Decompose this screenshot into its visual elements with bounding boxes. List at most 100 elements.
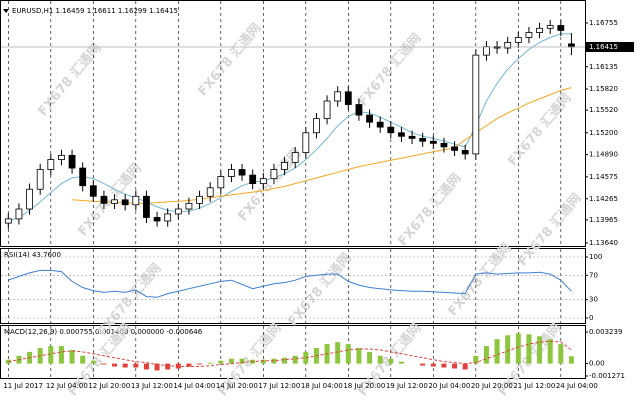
candle-body: [111, 199, 118, 204]
candle-body: [440, 142, 448, 148]
candle-body: [206, 187, 214, 197]
x-tick-label: 14 Jul 20:00: [216, 382, 258, 390]
watermark: FX678 汇通网: [35, 40, 105, 119]
candle-body: [68, 154, 76, 169]
macd-bar: [58, 346, 64, 364]
current-price-box: [586, 42, 634, 52]
macd-bar: [80, 355, 86, 364]
y-tick-label: 30: [589, 296, 598, 304]
macd-bar: [239, 358, 245, 364]
candle-body: [504, 42, 512, 49]
macd-bar: [441, 363, 447, 368]
candle-body: [153, 217, 161, 222]
macd-bar: [494, 339, 500, 364]
macd-panel: [0, 325, 586, 379]
candle-body: [185, 202, 193, 210]
macd-bar: [515, 333, 521, 364]
candle-body: [536, 27, 543, 33]
y-tick-label: 1.14265: [589, 195, 618, 203]
candle-body: [4, 218, 12, 224]
x-tick-label: 17 Jul 12:00: [258, 382, 300, 390]
macd-bar: [154, 363, 160, 371]
signal-line: [8, 340, 572, 367]
macd-bar: [505, 335, 511, 364]
x-tick-label: 12 Jul 04:00: [46, 382, 88, 390]
candle-body: [281, 162, 288, 170]
macd-bar: [335, 342, 341, 364]
macd-bar: [292, 355, 298, 364]
macd-bar: [101, 363, 107, 365]
watermark: FX678 汇通网: [195, 20, 265, 99]
candle-body: [451, 146, 458, 151]
y-tick-label: 1.15820: [589, 85, 618, 93]
candle-body: [228, 169, 235, 177]
y-tick-label: 70: [589, 271, 598, 279]
candle-body: [408, 135, 416, 139]
x-tick-label: 12 Jul 20:00: [88, 382, 130, 390]
macd-bar: [568, 356, 574, 364]
macd-bar: [197, 363, 203, 365]
y-tick-label: 1.16755: [589, 19, 618, 27]
macd-bar: [526, 334, 532, 364]
candle-body: [58, 154, 65, 160]
x-tick-label: 18 Jul 20:00: [343, 382, 385, 390]
watermark: FX678 汇通网: [395, 170, 465, 249]
rsi-line: [8, 269, 572, 298]
candle-body: [15, 208, 23, 220]
macd-bar: [133, 363, 139, 368]
candle-body: [238, 169, 246, 176]
candle-body: [557, 25, 565, 31]
candle-body: [366, 114, 373, 123]
macd-bar: [186, 363, 192, 367]
candle-body: [525, 32, 533, 38]
watermark: FX678 汇通网: [285, 250, 355, 329]
macd-bar: [398, 361, 404, 364]
candle-body: [313, 118, 320, 134]
candle-body: [302, 132, 310, 153]
candle-body: [419, 138, 427, 142]
candle-body: [270, 169, 278, 180]
macd-bar: [377, 355, 383, 364]
macd-bar: [228, 358, 234, 364]
macd-bar: [537, 336, 543, 364]
y-tick-label: 1.13965: [589, 216, 618, 224]
macd-bar: [473, 355, 479, 364]
x-tick-label: 21 Jul 12:00: [513, 382, 555, 390]
candle-body: [89, 185, 97, 197]
candle-body: [334, 91, 342, 102]
candle-body: [355, 104, 363, 116]
main-panel: [0, 0, 586, 247]
y-tick-label: 1.14890: [589, 151, 618, 159]
watermark: FX678 汇通网: [355, 30, 425, 109]
moving-average: [72, 87, 572, 204]
y-tick-label: 100: [589, 253, 602, 261]
chart-title: EURUSD,H1 1.16459 1.16611 1.16299 1.1641…: [12, 7, 178, 15]
macd-bar: [143, 363, 149, 370]
macd-bar: [430, 363, 436, 367]
macd-bar: [462, 363, 468, 370]
candle-body: [132, 195, 140, 206]
candle-body: [461, 150, 469, 155]
macd-bar: [282, 357, 288, 364]
candle-body: [100, 195, 108, 204]
candle-body: [483, 46, 490, 56]
y-tick-label: 1.13640: [589, 239, 618, 247]
candle-body: [36, 169, 44, 190]
candle-body: [514, 37, 522, 43]
y-tick-label: 0.003239: [589, 328, 622, 336]
x-tick-label: 20 Jul 20:00: [471, 382, 513, 390]
y-tick-label: 1.16135: [589, 63, 618, 71]
macd-bar: [48, 346, 54, 364]
candle-body: [568, 43, 575, 48]
candle-body: [259, 178, 267, 184]
candle-body: [47, 159, 55, 170]
x-tick-label: 13 Jul 12:00: [131, 382, 173, 390]
x-tick-label: 24 Jul 04:00: [556, 382, 598, 390]
macd-bar: [112, 363, 118, 367]
candle-body: [344, 91, 352, 105]
candle-body: [249, 174, 257, 184]
macd-bar: [483, 346, 489, 364]
macd-bar: [388, 358, 394, 364]
x-tick-label: 14 Jul 04:00: [173, 382, 215, 390]
candle-body: [546, 25, 554, 29]
